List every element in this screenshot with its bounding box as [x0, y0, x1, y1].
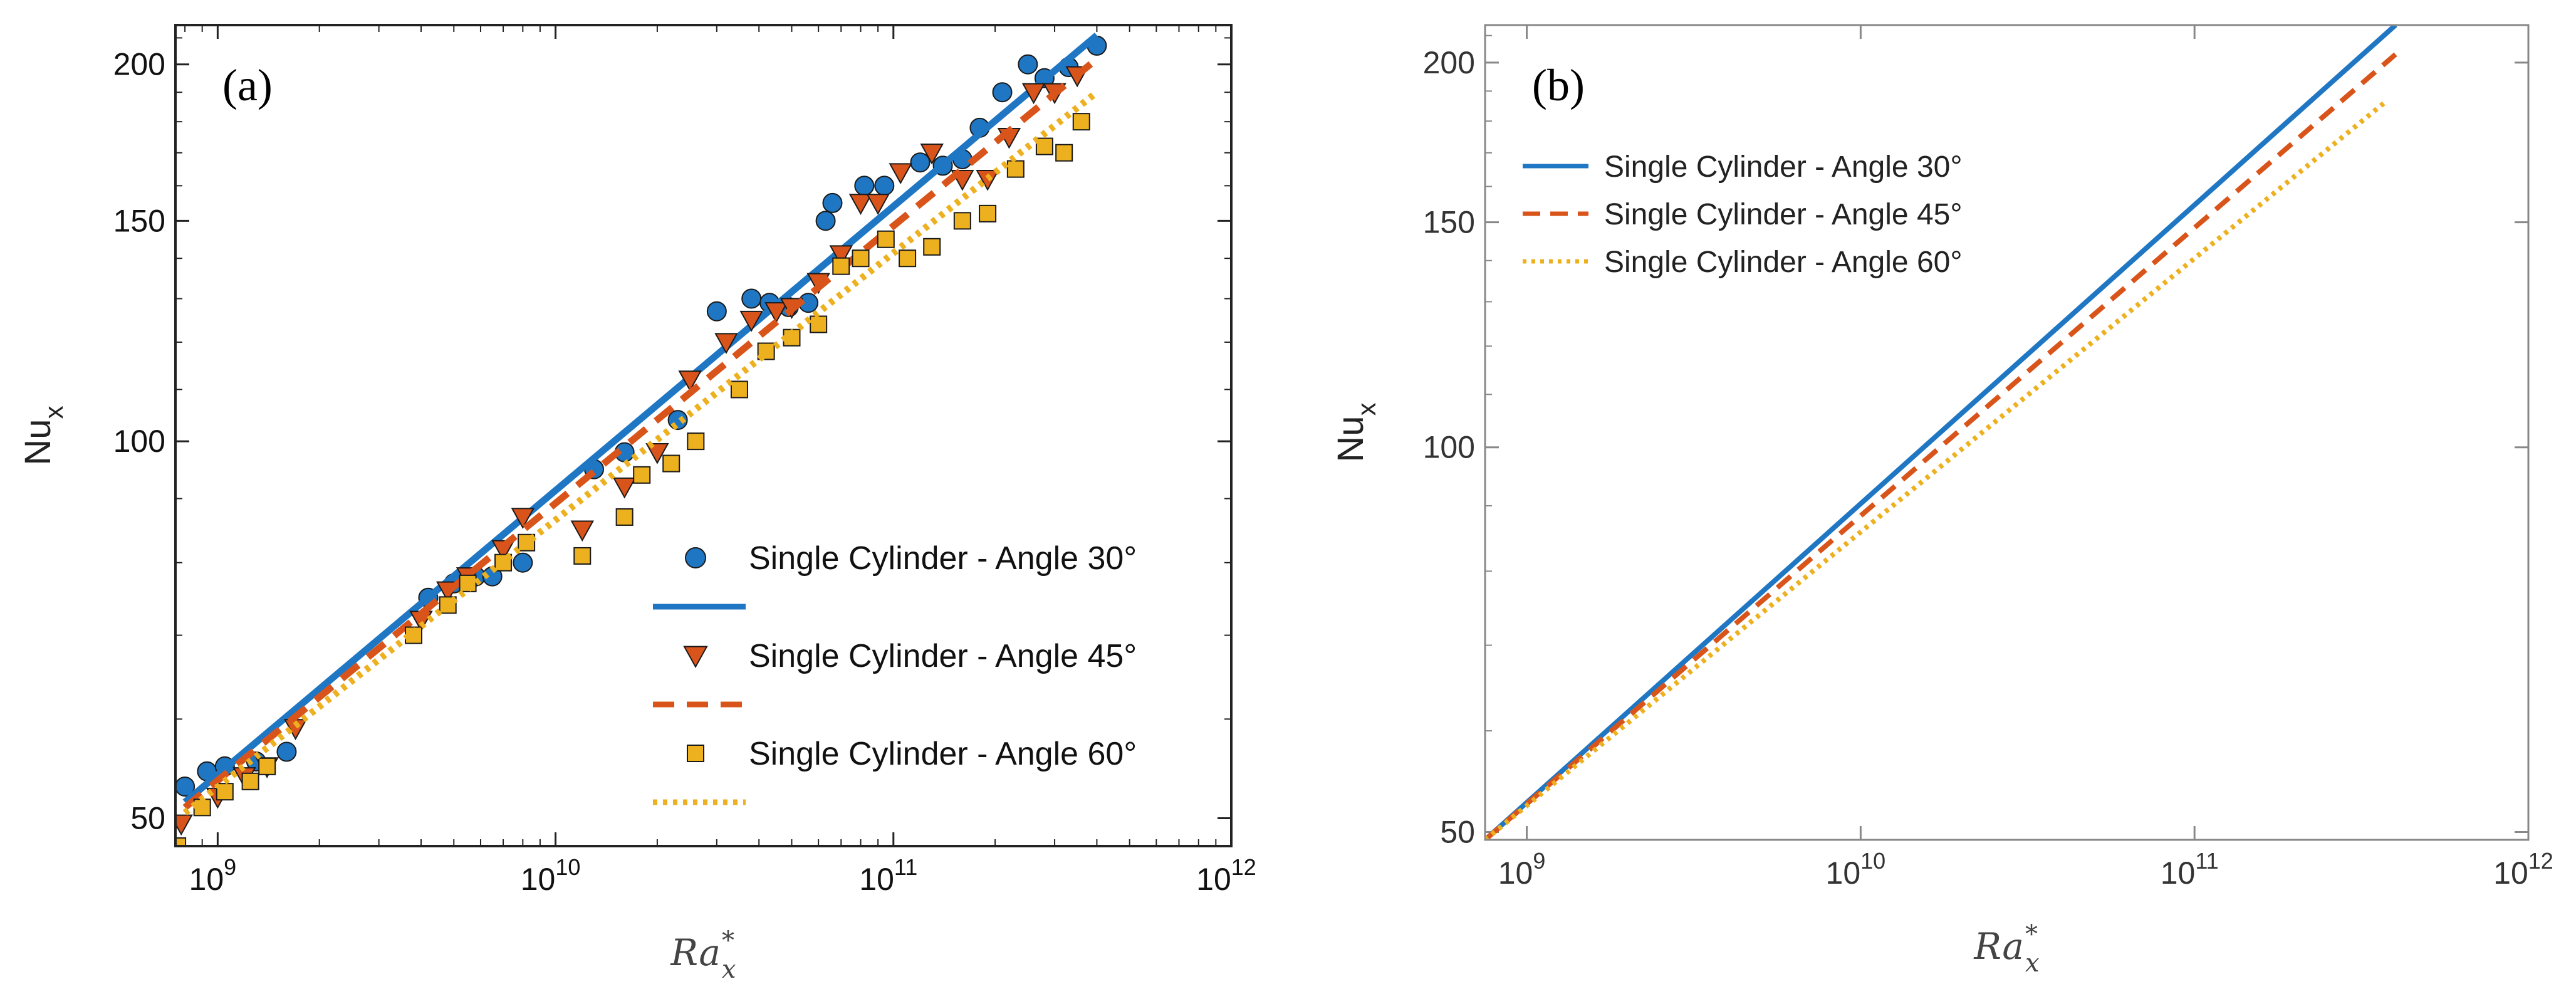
data-point: [764, 302, 788, 323]
x-tick-label: 1012: [1196, 854, 1256, 897]
legend: Single Cylinder - Angle 30° Single Cylind…: [653, 540, 1137, 805]
plot-area: [1485, 25, 2397, 840]
data-point: [573, 547, 592, 565]
data-point: [714, 333, 738, 354]
data-point: [899, 249, 917, 268]
panel-label: (b): [1532, 60, 1585, 110]
series-line-angle45: [1485, 52, 2397, 840]
data-point: [822, 192, 843, 213]
y-tick-label: 100: [1423, 430, 1475, 465]
data-point: [1006, 160, 1025, 178]
data-point: [852, 249, 870, 268]
legend-marker: [685, 547, 706, 568]
data-point: [241, 772, 259, 790]
data-point: [920, 144, 944, 165]
data-point: [854, 175, 875, 196]
data-point: [615, 508, 634, 526]
data-point: [258, 757, 276, 775]
x-axis-label: Ra* x: [1973, 920, 2039, 978]
legend: Single Cylinder - Angle 30° Single Cylind…: [1523, 150, 1963, 279]
data-point: [810, 315, 828, 333]
x-tick-label: 1011: [859, 854, 917, 897]
chart-panel-b: 109 1010 1011 1012 50 100 150 200 Ra* x Nux (b) Sing…: [1330, 24, 2553, 978]
tick-marks: [1485, 25, 2530, 840]
series-line-angle30: [1485, 25, 2397, 840]
y-tick-label: 200: [1423, 45, 1475, 80]
y-tick-label: 100: [113, 424, 165, 459]
y-tick-label: 150: [1423, 205, 1475, 240]
data-point: [633, 466, 651, 484]
data-point: [877, 230, 895, 248]
data-point: [570, 520, 594, 542]
data-point: [706, 301, 727, 322]
data-point: [1018, 54, 1038, 75]
data-point: [175, 837, 187, 846]
plot-border: [174, 24, 1233, 847]
data-point: [513, 552, 533, 573]
data-point: [992, 82, 1013, 103]
data-point: [910, 152, 931, 173]
plot-border: [1484, 24, 2530, 841]
data-point: [1055, 144, 1073, 162]
data-point: [730, 380, 748, 399]
data-point: [175, 814, 193, 836]
data-point: [889, 163, 912, 184]
data-point: [953, 212, 971, 230]
data-point: [848, 194, 873, 215]
data-point: [866, 194, 890, 215]
legend-entry-label: Single Cylinder - Angle 60°: [1604, 246, 1963, 279]
chart-panel-a: 109 1010 1011 1012 50 100 150 200 Ra* x Nux (a) Sing…: [18, 24, 1256, 984]
series-line-angle60: [182, 89, 1099, 816]
data-point: [687, 432, 705, 451]
data-point: [832, 257, 850, 275]
x-tick-label: 1010: [521, 854, 581, 897]
x-tick-label: 1010: [1826, 848, 1886, 891]
data-point: [511, 508, 535, 530]
data-point: [678, 370, 702, 392]
data-point: [815, 211, 836, 231]
data-point: [874, 175, 895, 196]
data-point: [739, 310, 763, 332]
legend-entry-label: Single Cylinder - Angle 60°: [749, 736, 1137, 772]
y-tick-label: 50: [130, 800, 165, 835]
data-point: [741, 288, 762, 309]
y-axis-label: Nux: [1330, 402, 1381, 462]
y-axis-label: Nux: [18, 406, 68, 465]
data-point: [612, 477, 637, 499]
legend-entry-label: Single Cylinder - Angle 30°: [1604, 150, 1963, 184]
series-line-angle60: [1485, 101, 2386, 840]
x-tick-label: 109: [189, 854, 237, 897]
data-point: [645, 443, 669, 464]
data-point: [976, 169, 999, 191]
legend-entry-label: Single Cylinder - Angle 45°: [749, 638, 1137, 674]
plot-area: [175, 33, 1107, 846]
series-line-angle45: [182, 56, 1099, 810]
panel-label: (a): [222, 60, 273, 110]
y-tick-label: 200: [113, 47, 165, 82]
data-point: [1021, 83, 1046, 105]
legend-entry-label: Single Cylinder - Angle 30°: [749, 540, 1137, 577]
y-tick-label: 150: [113, 203, 165, 238]
x-tick-label: 109: [1498, 848, 1546, 891]
data-point: [662, 454, 681, 473]
legend-entry-label: Single Cylinder - Angle 45°: [1604, 198, 1963, 231]
data-point: [1035, 137, 1053, 155]
data-point: [923, 238, 941, 256]
data-point: [979, 204, 997, 222]
legend-marker: [683, 646, 708, 669]
data-point: [276, 741, 297, 762]
series-line-angle30: [182, 33, 1099, 805]
data-point: [1072, 113, 1090, 131]
x-tick-label: 1011: [2161, 848, 2219, 891]
data-point: [829, 245, 853, 267]
series-markers-angle60: [175, 113, 1090, 846]
legend-marker: [687, 745, 704, 762]
y-tick-label: 50: [1440, 815, 1475, 850]
x-axis-label: Ra* x: [670, 926, 736, 984]
x-tick-label: 1012: [2493, 848, 2553, 891]
